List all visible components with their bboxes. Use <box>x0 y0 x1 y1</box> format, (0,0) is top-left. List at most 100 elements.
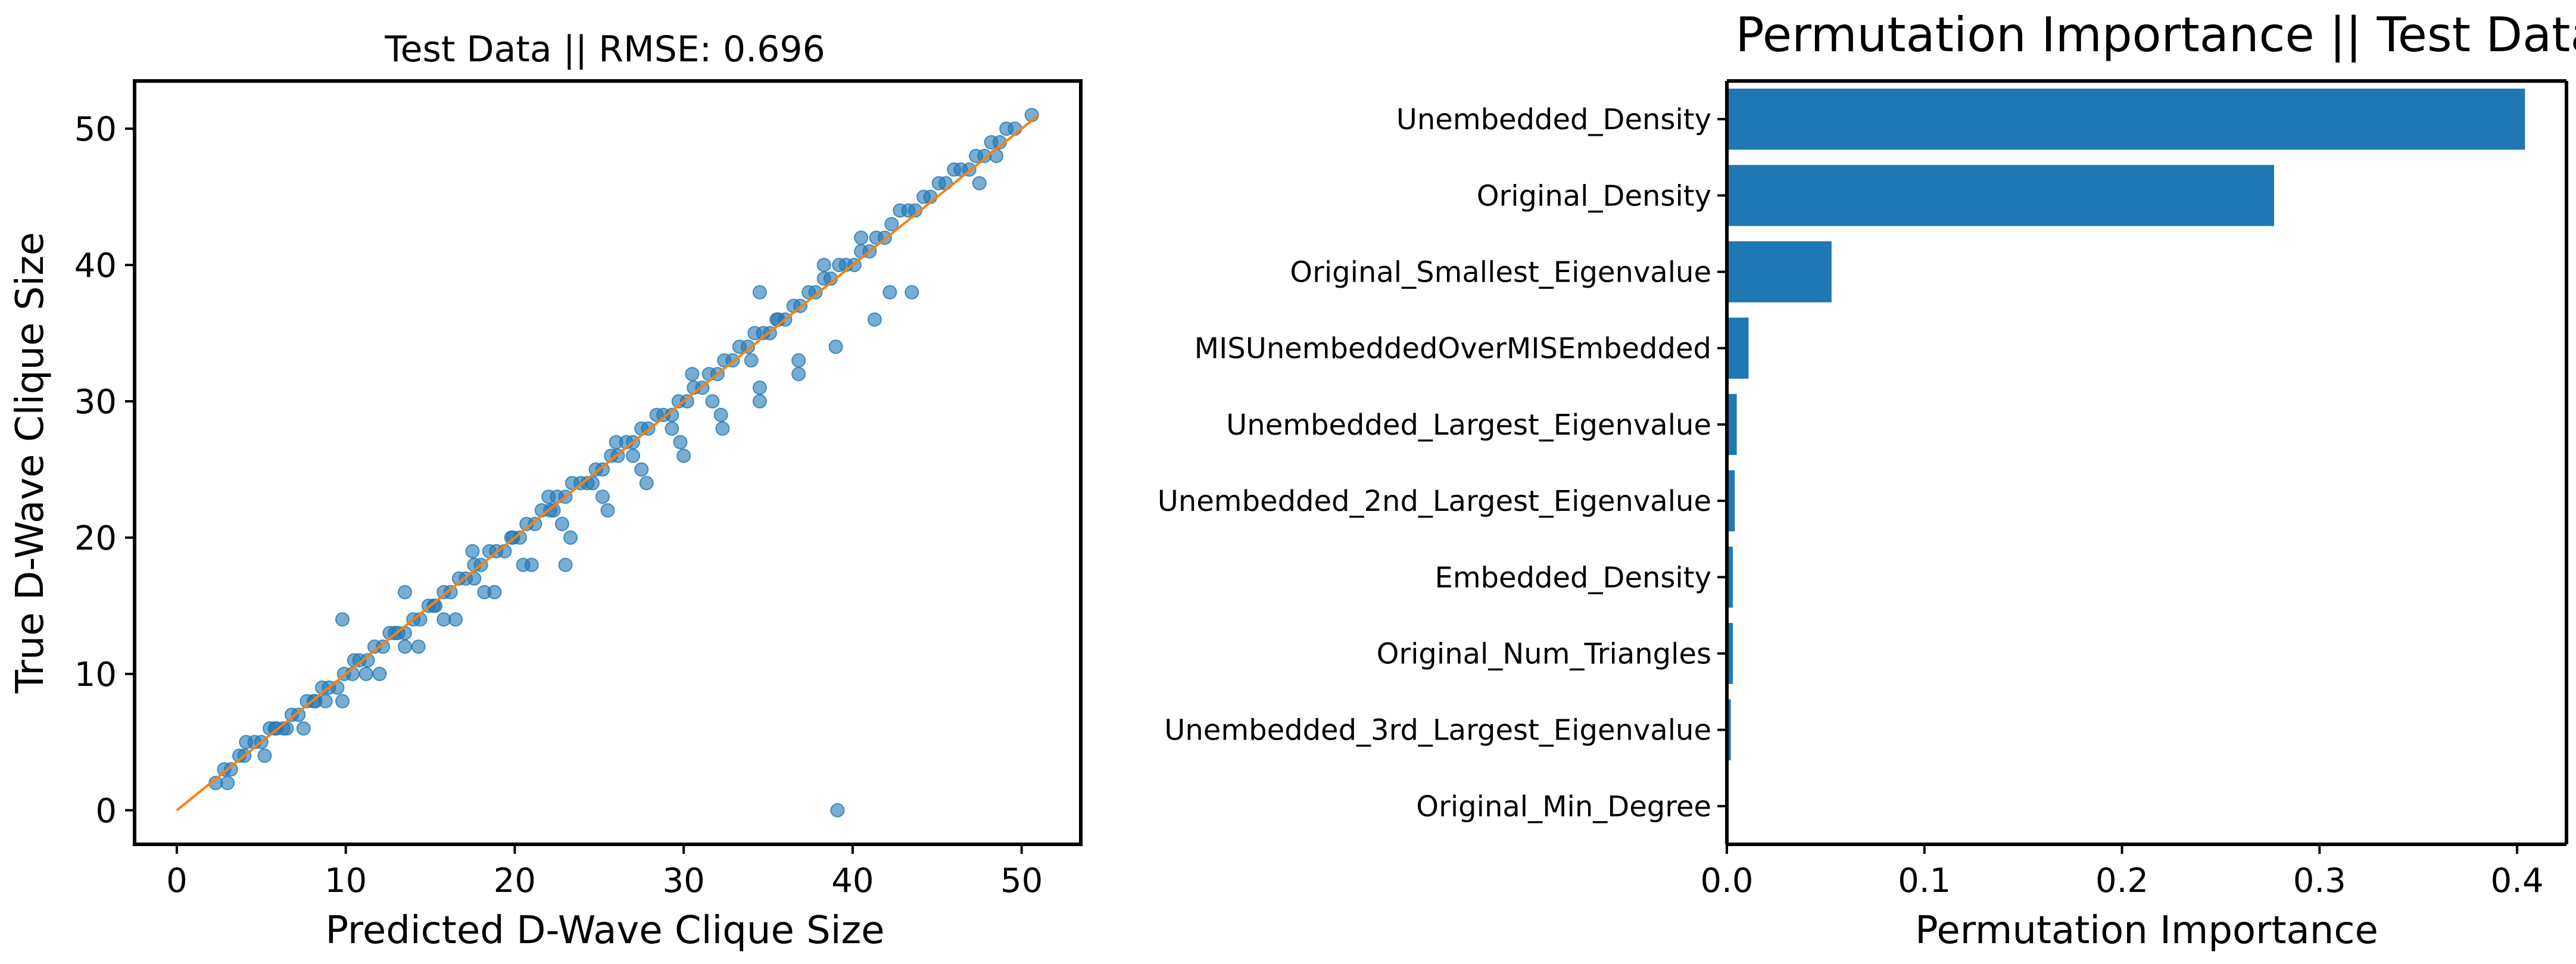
scatter-x-tick-label: 10 <box>325 862 367 900</box>
scatter-point <box>744 353 759 368</box>
bar <box>1727 317 1749 379</box>
scatter-point <box>558 557 573 572</box>
scatter-x-tick-label: 50 <box>1000 862 1043 900</box>
scatter-point <box>398 585 412 600</box>
scatter-point <box>882 285 897 300</box>
scatter-point <box>705 394 720 408</box>
bar-category-label: Embedded_Density <box>1434 561 1711 594</box>
scatter-point <box>715 421 730 436</box>
scatter-point <box>685 367 700 382</box>
scatter-point <box>376 639 391 654</box>
scatter-point <box>465 544 480 559</box>
bar <box>1727 241 1832 302</box>
scatter-point <box>741 339 756 354</box>
scatter-point <box>220 775 235 790</box>
scatter-point <box>398 639 412 654</box>
bar-x-tick-label: 0.1 <box>1898 862 1951 900</box>
scatter-point <box>867 312 882 327</box>
scatter-point <box>905 285 919 300</box>
scatter-point <box>335 694 350 709</box>
bar-x-ticks: 0.0 0.1 0.2 0.3 0.4 <box>1700 844 2544 900</box>
scatter-y-ticks: 0 10 20 30 40 50 <box>74 110 135 831</box>
scatter-point <box>854 230 869 245</box>
bar <box>1727 699 1731 760</box>
scatter-point <box>443 585 458 600</box>
scatter-point <box>828 339 843 354</box>
scatter-point <box>808 285 823 300</box>
bar-x-tick-label: 0.0 <box>1700 862 1753 900</box>
bar-bars <box>1727 88 2525 837</box>
bar-chart: Permutation Importance || Test Data Unem… <box>1158 7 2576 953</box>
scatter-point <box>516 557 531 572</box>
scatter-point <box>679 394 694 408</box>
scatter-point <box>791 353 806 368</box>
scatter-y-axis-label: True D-Wave Clique Size <box>8 232 52 694</box>
bar-category-label: Original_Smallest_Eigenvalue <box>1290 256 1711 289</box>
scatter-point <box>477 585 492 600</box>
scatter-x-tick-label: 40 <box>831 862 874 900</box>
bar-x-axis-label: Permutation Importance <box>1915 909 2378 953</box>
bar-category-label: Original_Density <box>1477 179 1711 213</box>
scatter-point <box>223 762 238 777</box>
bar <box>1727 547 1733 608</box>
bar-category-label: Unembedded_Largest_Eigenvalue <box>1226 408 1711 442</box>
scatter-point <box>752 380 767 395</box>
bar <box>1727 623 1733 684</box>
scatter-point <box>448 612 463 627</box>
scatter-x-axis-label: Predicted D-Wave Clique Size <box>325 909 884 953</box>
scatter-point <box>752 394 767 408</box>
bar-category-label: Original_Num_Triangles <box>1377 638 1711 671</box>
scatter-point <box>436 612 451 627</box>
scatter-point <box>626 448 641 463</box>
bar-x-tick-label: 0.2 <box>2095 862 2148 900</box>
scatter-point <box>713 407 728 422</box>
scatter-point <box>372 666 387 681</box>
scatter-point <box>467 571 482 586</box>
bar <box>1727 394 1737 456</box>
scatter-point <box>541 489 556 504</box>
scatter-point <box>609 435 623 450</box>
scatter-point <box>296 721 311 736</box>
scatter-point <box>816 258 831 273</box>
scatter-y-tick-label: 10 <box>74 656 117 694</box>
scatter-point <box>291 707 306 722</box>
bar-category-label: Original_Min_Degree <box>1416 790 1711 823</box>
scatter-point <box>563 530 578 545</box>
scatter-point <box>600 503 615 518</box>
scatter-point <box>830 803 845 818</box>
scatter-y-tick-label: 0 <box>95 792 117 831</box>
scatter-x-tick-label: 20 <box>494 862 536 900</box>
scatter-point <box>595 489 610 504</box>
bar <box>1727 165 2274 226</box>
scatter-point <box>752 285 767 300</box>
scatter-point <box>257 748 272 763</box>
bar-x-tick-label: 0.3 <box>2293 862 2346 900</box>
scatter-point <box>554 517 569 532</box>
scatter-x-tick-label: 30 <box>663 862 705 900</box>
scatter-point <box>335 612 350 627</box>
scatter-point <box>884 217 899 232</box>
bar-category-labels: Unembedded_Density Original_Density Origin… <box>1158 103 1727 823</box>
scatter-point <box>595 462 610 477</box>
scatter-point <box>676 448 691 463</box>
scatter-y-tick-label: 50 <box>74 110 117 149</box>
scatter-point <box>358 666 373 681</box>
bar <box>1727 88 2525 150</box>
bar-title: Permutation Importance || Test Data <box>1736 7 2576 63</box>
scatter-chart: Test Data || RMSE: 0.696 0 10 20 30 40 50 0 10… <box>8 29 1083 953</box>
scatter-point <box>634 462 649 477</box>
bar-category-label: Unembedded_2nd_Largest_Eigenvalue <box>1158 485 1711 518</box>
scatter-point <box>308 694 323 709</box>
scatter-y-tick-label: 30 <box>74 383 117 422</box>
bar <box>1727 470 1735 532</box>
scatter-point <box>972 176 987 191</box>
scatter-y-tick-label: 40 <box>74 247 117 285</box>
bar-category-label: MISUnembeddedOverMISEmbedded <box>1195 332 1711 366</box>
scatter-point <box>267 721 282 736</box>
scatter-point <box>426 598 441 613</box>
scatter-axes-frame <box>133 79 1083 846</box>
scatter-point <box>585 476 600 491</box>
scatter-title: Test Data || RMSE: 0.696 <box>384 29 825 70</box>
